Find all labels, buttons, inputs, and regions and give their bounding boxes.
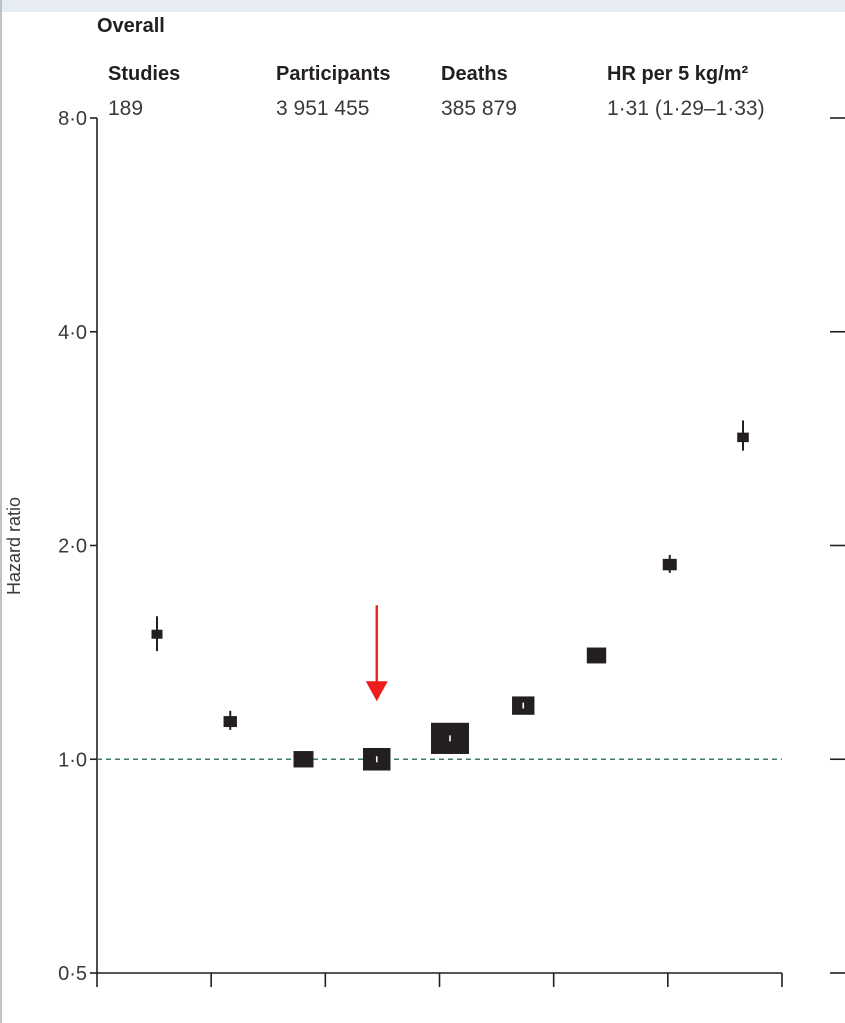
top-strip [0,0,845,12]
header-participants: Participants [276,63,390,85]
y-tick-label-4: 8·0 [58,108,87,130]
chart-title: Overall [97,15,165,37]
header-hr: HR per 5 kg/m² [607,63,748,85]
data-point-4 [431,722,469,754]
estimate-box-1 [223,716,237,728]
data-point-2 [293,751,314,768]
data-marks [151,420,749,771]
y-tick-label-0: 0·5 [58,963,87,985]
left-edge [0,0,2,1023]
estimate-box-8 [737,432,749,443]
estimate-box-7 [662,558,677,571]
y-tick-label-2: 2·0 [58,536,87,558]
header-studies: Studies [108,63,180,85]
data-point-8 [737,420,749,451]
value-participants: 3 951 455 [276,97,369,120]
header-deaths: Deaths [441,63,508,85]
axes: 0·5 1·0 2·0 4·0 8·0 [58,108,845,987]
estimate-box-0 [151,629,163,639]
annotation-arrow-head [365,681,388,702]
estimate-box-6 [586,647,607,664]
y-tick-label-1: 1·0 [58,749,87,771]
summary-panel: Overall Studies Participants Deaths HR p… [97,15,765,120]
estimate-box-2 [293,751,314,768]
data-point-7 [662,554,677,573]
data-point-1 [223,710,237,730]
data-point-5 [512,696,535,715]
data-point-3 [363,747,391,771]
data-point-0 [151,616,163,652]
value-deaths: 385 879 [441,97,517,120]
y-axis-label: Hazard ratio [4,497,24,595]
value-hr: 1·31 (1·29–1·33) [607,97,765,120]
value-studies: 189 [108,97,143,120]
y-tick-label-3: 4·0 [58,322,87,344]
annotation-group [365,605,388,702]
data-point-6 [586,647,607,664]
